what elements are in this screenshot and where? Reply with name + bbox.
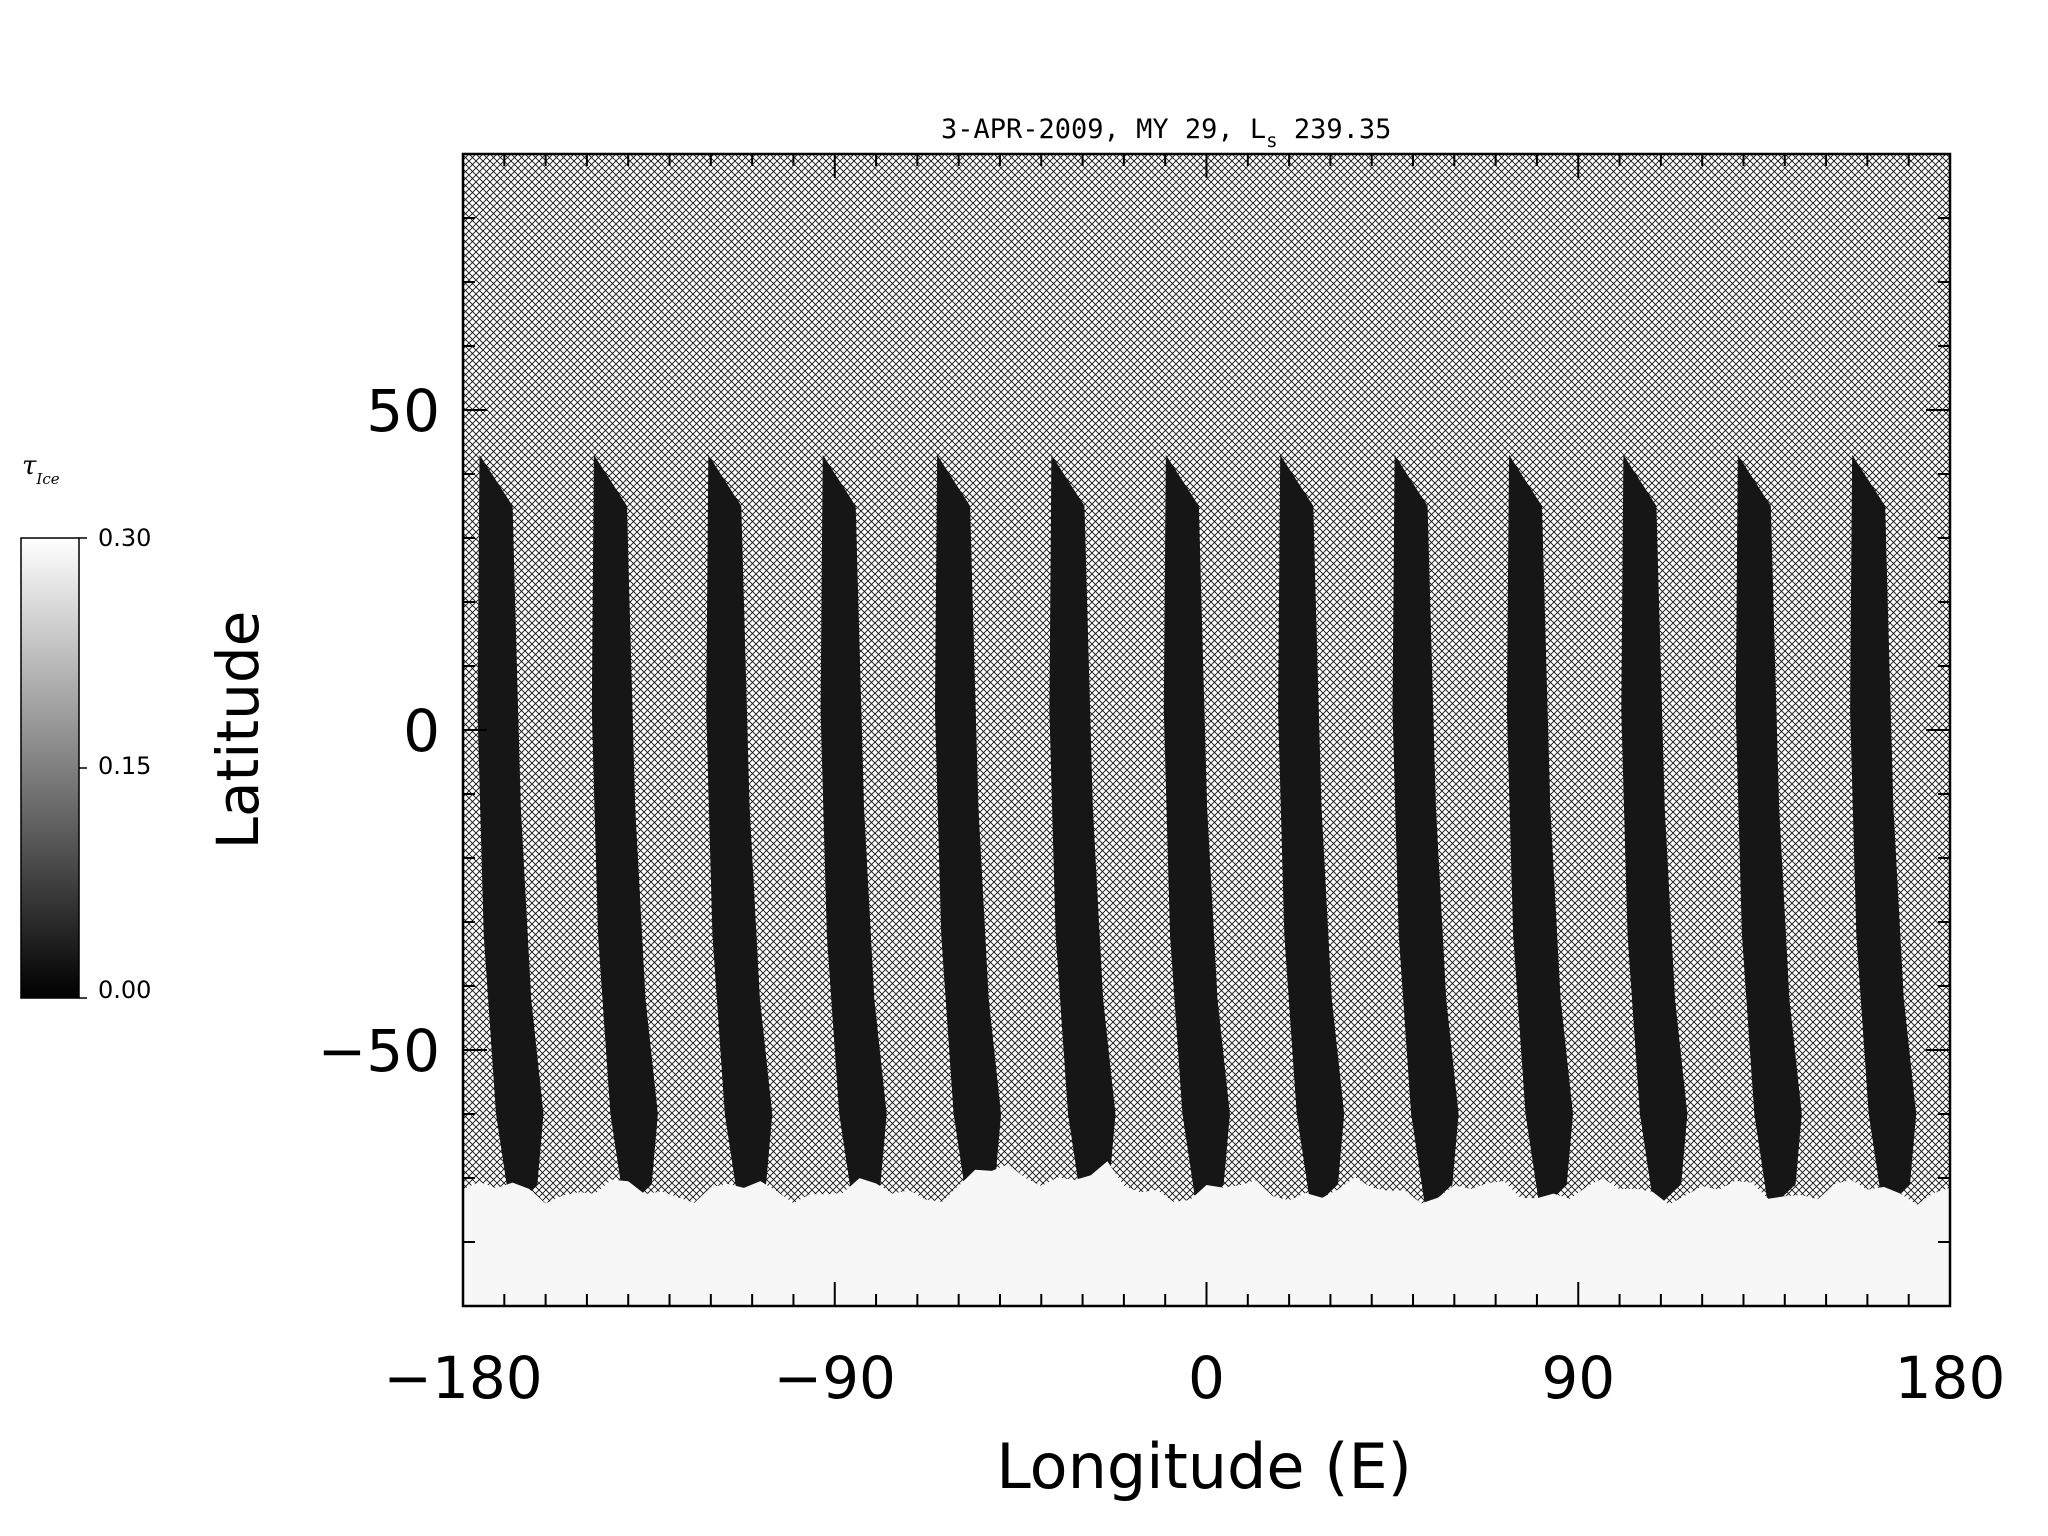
plot-area — [363, 152, 2031, 1308]
x-tick-label: 0 — [1188, 1344, 1225, 1412]
swath-band — [1163, 454, 1230, 1210]
colorbar-ticks — [79, 537, 87, 999]
y-axis-label: Latitude — [204, 611, 272, 850]
swath-band — [1735, 454, 1802, 1210]
swath-band — [477, 454, 544, 1210]
title-tail: 239.35 — [1278, 114, 1392, 145]
colorbar-tick-label: 0.00 — [98, 976, 151, 1004]
colorbar-gradient — [20, 537, 80, 999]
y-tick-label: −50 — [318, 1017, 440, 1085]
swath-band — [1506, 454, 1573, 1210]
colorbar: τIce 0.00 0.15 0.30 — [20, 451, 151, 1004]
south-polar-ice-region — [463, 1161, 1950, 1306]
swath-band — [820, 454, 887, 1210]
swath-band — [1965, 455, 2031, 1210]
colorbar-tick-label: 0.30 — [98, 524, 151, 552]
swath-band — [1278, 454, 1345, 1210]
swath-band — [1621, 454, 1688, 1210]
x-tick-label: 180 — [1895, 1344, 2006, 1412]
swath-band — [591, 454, 658, 1210]
swath-band — [1392, 454, 1459, 1210]
x-tick-label: 90 — [1541, 1344, 1615, 1412]
swath-band — [1850, 454, 1917, 1210]
x-axis-label: Longitude (E) — [996, 1430, 1412, 1503]
swath-band — [1049, 454, 1116, 1210]
title-subscript: s — [1266, 130, 1277, 152]
colorbar-label-subscript: Ice — [35, 470, 59, 488]
x-tick-label: −90 — [774, 1344, 896, 1412]
x-axis: −180 −90 0 90 180 Longitude (E) — [383, 1344, 2005, 1503]
swath-band — [935, 454, 1002, 1210]
minor-ticks — [462, 153, 1951, 1307]
chart-title: 3-APR-2009, MY 29, Ls 239.35 — [941, 114, 1391, 152]
y-axis: −50 0 50 Latitude — [204, 377, 440, 1085]
y-tick-label: 50 — [366, 377, 440, 445]
swath-band — [363, 455, 429, 1210]
swath-band — [706, 454, 773, 1210]
y-tick-label: 0 — [403, 697, 440, 765]
colorbar-tick-label: 0.15 — [98, 752, 151, 780]
colorbar-label: τIce — [22, 451, 60, 488]
x-tick-label: −180 — [383, 1344, 542, 1412]
observation-swaths — [363, 454, 2031, 1210]
